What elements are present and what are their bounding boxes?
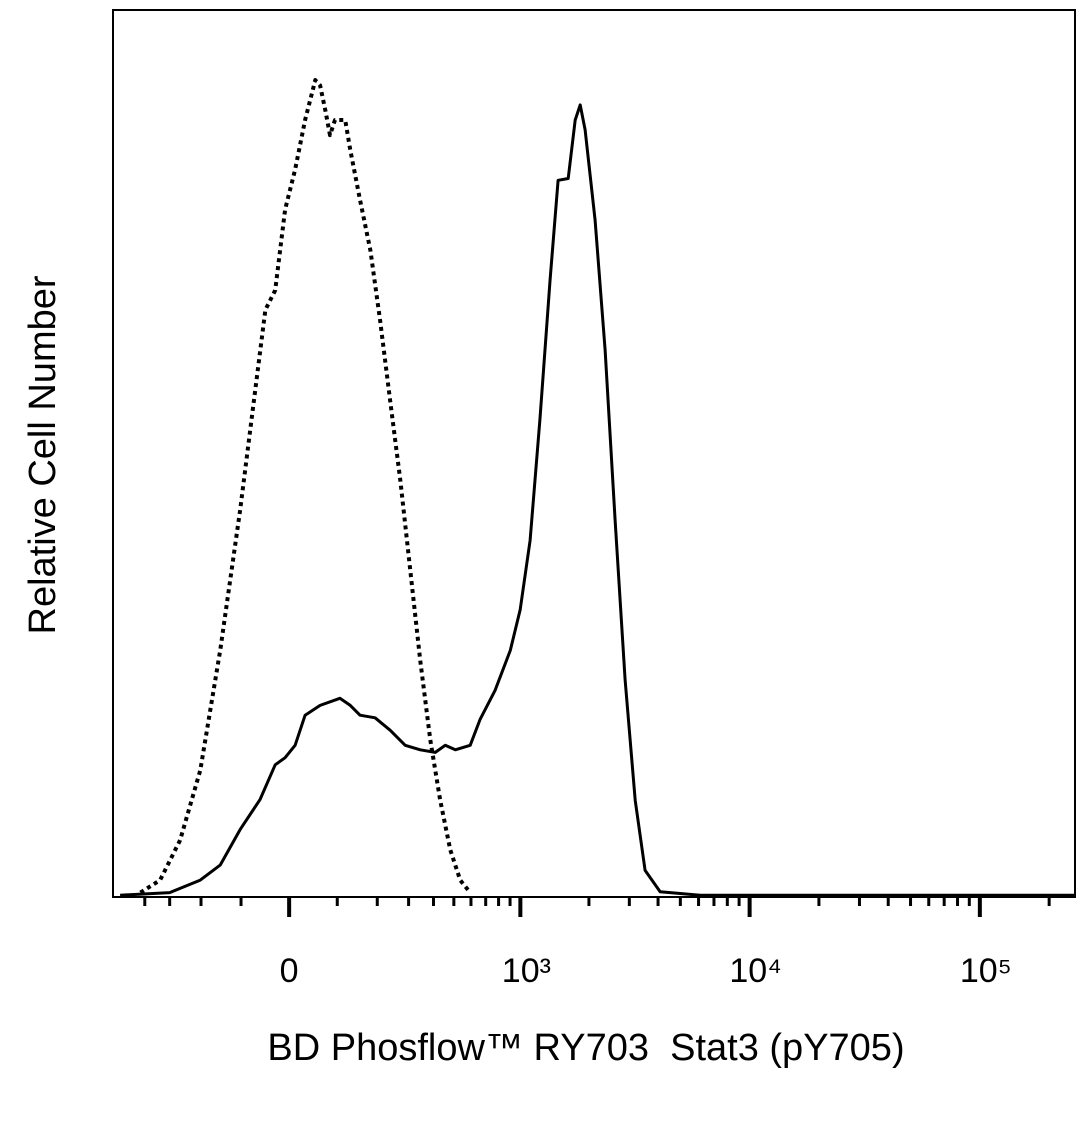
histogram-line [120,103,1075,897]
x-tick-label: 10⁵ [960,952,1012,990]
x-tick-label: 10⁴ [729,952,781,990]
x-axis-label: BD Phosflow™ RY703 Stat3 (pY705) [267,1027,904,1069]
histogram-line [139,78,472,895]
y-axis-label: Relative Cell Number [22,275,64,634]
x-tick-label: 10³ [502,952,551,990]
x-tick-label: 0 [280,952,299,990]
plot-frame [112,9,1076,898]
